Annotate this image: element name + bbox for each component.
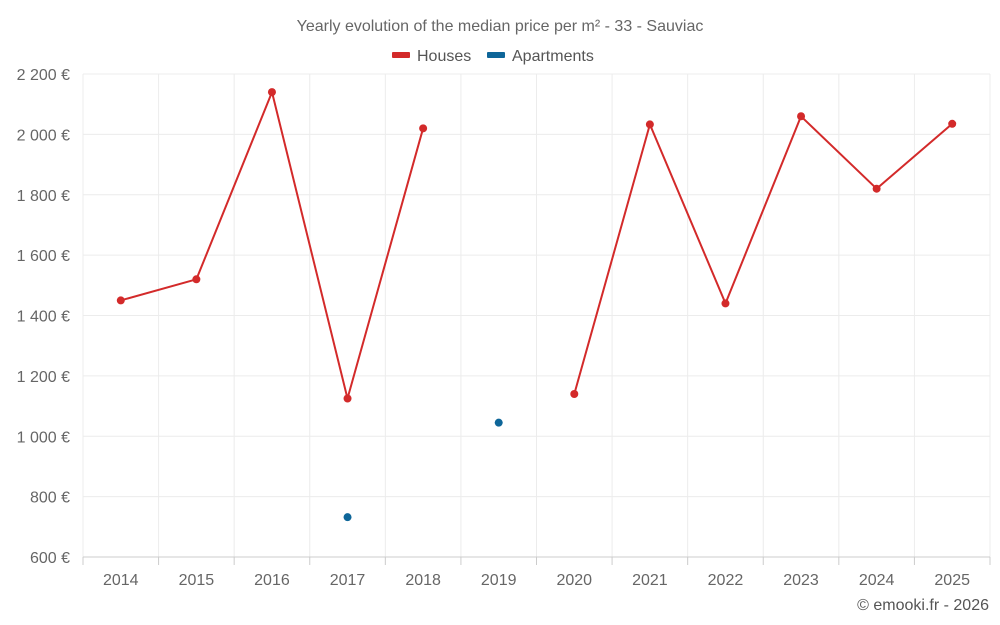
data-point-houses-2025[interactable] bbox=[948, 119, 957, 128]
data-point-houses-2020[interactable] bbox=[570, 389, 579, 398]
data-point-houses-2016[interactable] bbox=[267, 88, 276, 97]
legend-item-apartments[interactable]: Apartments bbox=[487, 48, 594, 65]
x-axis-ticks bbox=[82, 557, 991, 565]
y-tick-label: 2 200 € bbox=[17, 67, 70, 84]
data-point-houses-2022[interactable] bbox=[721, 299, 730, 308]
data-point-apartments-2017[interactable] bbox=[343, 513, 352, 522]
x-gridlines bbox=[82, 74, 991, 557]
credit-text: © emooki.fr - 2026 bbox=[857, 597, 989, 614]
legend-item-houses[interactable]: Houses bbox=[392, 48, 471, 65]
x-tick-label: 2016 bbox=[254, 572, 290, 589]
data-point-houses-2014[interactable] bbox=[116, 296, 125, 305]
legend-label-apartments: Apartments bbox=[512, 48, 594, 65]
legend-label-houses: Houses bbox=[417, 48, 471, 65]
data-point-apartments-2019[interactable] bbox=[494, 418, 503, 427]
x-tick-label: 2021 bbox=[632, 572, 668, 589]
x-tick-label: 2020 bbox=[556, 572, 592, 589]
x-tick-label: 2014 bbox=[103, 572, 139, 589]
x-tick-label: 2018 bbox=[405, 572, 441, 589]
y-tick-label: 2 000 € bbox=[17, 127, 70, 144]
series-line-houses bbox=[120, 91, 425, 400]
y-tick-label: 1 600 € bbox=[17, 248, 70, 265]
legend: Houses Apartments bbox=[392, 48, 594, 65]
x-tick-label: 2017 bbox=[330, 572, 366, 589]
x-tick-label: 2023 bbox=[783, 572, 819, 589]
y-tick-label: 1 400 € bbox=[17, 309, 70, 326]
data-point-houses-2021[interactable] bbox=[645, 120, 654, 129]
data-point-houses-2018[interactable] bbox=[419, 124, 428, 133]
data-point-houses-2024[interactable] bbox=[872, 184, 881, 193]
data-point-houses-2017[interactable] bbox=[343, 394, 352, 403]
chart-title: Yearly evolution of the median price per… bbox=[297, 18, 704, 35]
legend-swatch-houses bbox=[392, 52, 410, 58]
y-tick-label: 800 € bbox=[30, 490, 70, 507]
x-axis-tick-labels: 2014 2015 2016 2017 2018 2019 2020 2021 2022 2023… bbox=[103, 572, 970, 589]
x-tick-label: 2015 bbox=[179, 572, 215, 589]
x-tick-label: 2024 bbox=[859, 572, 895, 589]
y-tick-label: 1 000 € bbox=[17, 429, 70, 446]
x-tick-label: 2022 bbox=[708, 572, 744, 589]
x-tick-label: 2025 bbox=[934, 572, 970, 589]
series-line-houses bbox=[573, 115, 953, 395]
y-tick-label: 1 200 € bbox=[17, 369, 70, 386]
y-axis-tick-labels: 600 € 800 € 1 000 € 1 200 € 1 400 € 1 600 € 1 … bbox=[17, 67, 70, 567]
data-point-houses-2023[interactable] bbox=[797, 112, 806, 121]
legend-swatch-apartments bbox=[487, 52, 505, 58]
y-tick-label: 1 800 € bbox=[17, 188, 70, 205]
data-point-houses-2015[interactable] bbox=[192, 275, 201, 284]
series-points bbox=[116, 88, 957, 522]
y-tick-label: 600 € bbox=[30, 550, 70, 567]
x-tick-label: 2019 bbox=[481, 572, 517, 589]
